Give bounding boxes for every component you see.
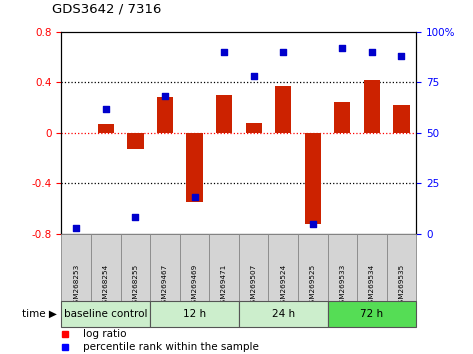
Bar	[180, 234, 209, 301]
Point	[131, 215, 139, 220]
Text: GSM269471: GSM269471	[221, 264, 227, 308]
Text: GSM269524: GSM269524	[280, 264, 286, 308]
Text: GSM268255: GSM268255	[132, 264, 139, 308]
Bar	[157, 97, 173, 133]
Point	[280, 49, 287, 55]
Point	[102, 106, 110, 112]
Bar	[150, 234, 180, 301]
Bar	[387, 234, 416, 301]
Text: 72 h: 72 h	[360, 309, 384, 319]
Bar	[305, 133, 321, 224]
Bar	[127, 133, 143, 149]
Text: GSM268254: GSM268254	[103, 264, 109, 308]
Bar	[364, 80, 380, 133]
Point	[368, 49, 376, 55]
Text: 24 h: 24 h	[272, 309, 295, 319]
Text: GSM269469: GSM269469	[192, 264, 198, 308]
Bar	[298, 234, 327, 301]
Bar	[394, 105, 410, 133]
Text: GSM268253: GSM268253	[73, 264, 79, 308]
Bar	[268, 234, 298, 301]
Bar	[186, 133, 202, 202]
Point	[250, 73, 257, 79]
Bar	[327, 301, 416, 327]
Bar	[239, 301, 327, 327]
Text: 12 h: 12 h	[183, 309, 206, 319]
Bar	[357, 234, 387, 301]
Point	[72, 225, 80, 230]
Text: time ▶: time ▶	[22, 309, 57, 319]
Bar	[275, 86, 291, 133]
Point	[339, 45, 346, 51]
Point	[191, 194, 198, 200]
Text: baseline control: baseline control	[64, 309, 148, 319]
Text: GSM269534: GSM269534	[369, 264, 375, 308]
Text: log ratio: log ratio	[83, 329, 126, 339]
Point	[161, 93, 169, 99]
Bar	[61, 234, 91, 301]
Point	[220, 49, 228, 55]
Text: GSM269525: GSM269525	[310, 264, 316, 308]
Text: GSM269467: GSM269467	[162, 264, 168, 308]
Text: GDS3642 / 7316: GDS3642 / 7316	[52, 3, 161, 16]
Text: GSM269535: GSM269535	[398, 264, 404, 308]
Bar	[91, 234, 121, 301]
Text: GSM269533: GSM269533	[339, 264, 345, 308]
Text: percentile rank within the sample: percentile rank within the sample	[83, 342, 259, 352]
Point	[309, 221, 316, 227]
Bar	[121, 234, 150, 301]
Bar	[327, 234, 357, 301]
Bar	[245, 123, 262, 133]
Bar	[239, 234, 269, 301]
Bar	[216, 95, 232, 133]
Bar	[334, 103, 350, 133]
Bar	[150, 301, 239, 327]
Text: GSM269507: GSM269507	[251, 264, 257, 308]
Bar	[61, 301, 150, 327]
Bar	[98, 124, 114, 133]
Bar	[209, 234, 239, 301]
Point	[398, 53, 405, 59]
